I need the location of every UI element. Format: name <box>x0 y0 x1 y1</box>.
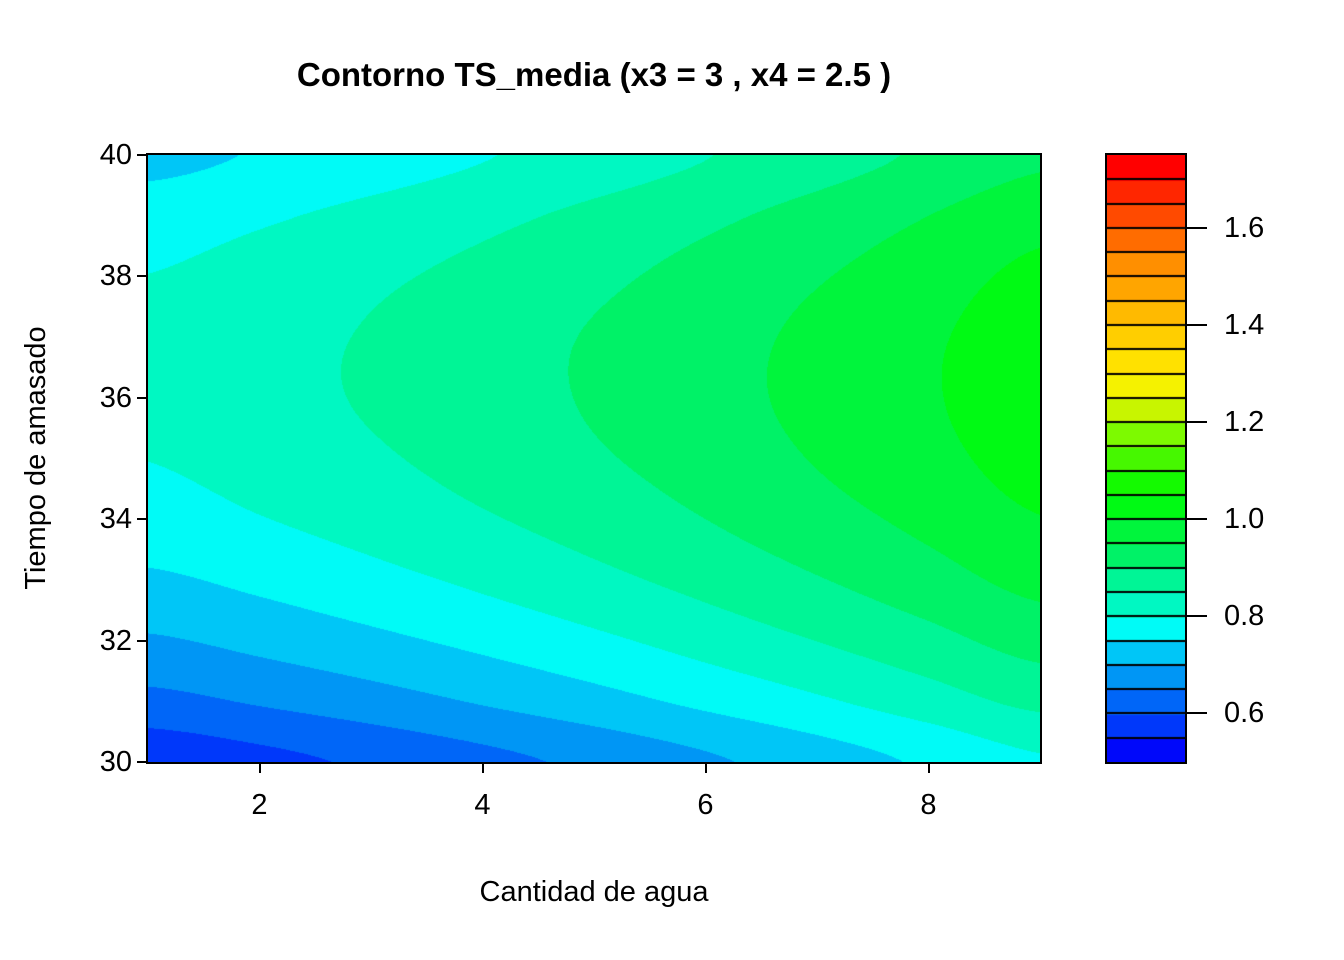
legend-tick-label: 1.2 <box>1224 406 1265 439</box>
legend-tick-label: 1.4 <box>1224 308 1265 341</box>
contour-canvas <box>148 155 1040 762</box>
y-tick-label: 34 <box>99 503 132 536</box>
legend-tick-mark <box>1185 615 1207 618</box>
x-tick-mark <box>258 764 261 773</box>
legend-tick-label: 1.6 <box>1224 211 1265 244</box>
legend-colorbar-canvas <box>1107 155 1185 762</box>
y-tick-label: 32 <box>99 624 132 657</box>
legend-colorbar <box>1105 153 1187 764</box>
x-tick-label: 6 <box>697 789 714 821</box>
x-tick-mark <box>481 764 484 773</box>
legend-tick-mark <box>1185 712 1207 715</box>
legend-tick-label: 0.6 <box>1224 697 1265 730</box>
legend-tick-label: 0.8 <box>1224 600 1265 633</box>
x-tick-mark <box>927 764 930 773</box>
y-tick-mark <box>137 154 146 156</box>
y-tick-label: 38 <box>99 260 132 293</box>
y-tick-mark <box>137 761 146 763</box>
y-tick-mark <box>137 518 146 521</box>
legend-tick-mark <box>1185 518 1207 521</box>
y-axis-title: Tiempo de amasado <box>20 326 52 590</box>
x-tick-label: 2 <box>251 789 268 821</box>
y-tick-label: 30 <box>99 746 132 778</box>
x-tick-label: 4 <box>474 789 491 821</box>
legend-tick-mark <box>1185 323 1207 326</box>
chart-title: Contorno TS_media (x3 = 3 , x4 = 2.5 ) <box>296 56 892 93</box>
y-tick-mark <box>137 396 146 399</box>
legend-tick-label: 1.0 <box>1224 503 1265 536</box>
y-tick-mark <box>137 275 146 278</box>
y-tick-mark <box>137 639 146 642</box>
y-tick-label: 36 <box>99 381 132 414</box>
y-tick-label: 40 <box>99 139 132 171</box>
x-tick-mark <box>704 764 707 773</box>
plot-area <box>146 153 1042 764</box>
legend-tick-mark <box>1185 421 1207 424</box>
x-tick-label: 8 <box>920 789 937 821</box>
x-axis-title: Cantidad de agua <box>479 876 709 908</box>
legend-tick-mark <box>1185 226 1207 229</box>
